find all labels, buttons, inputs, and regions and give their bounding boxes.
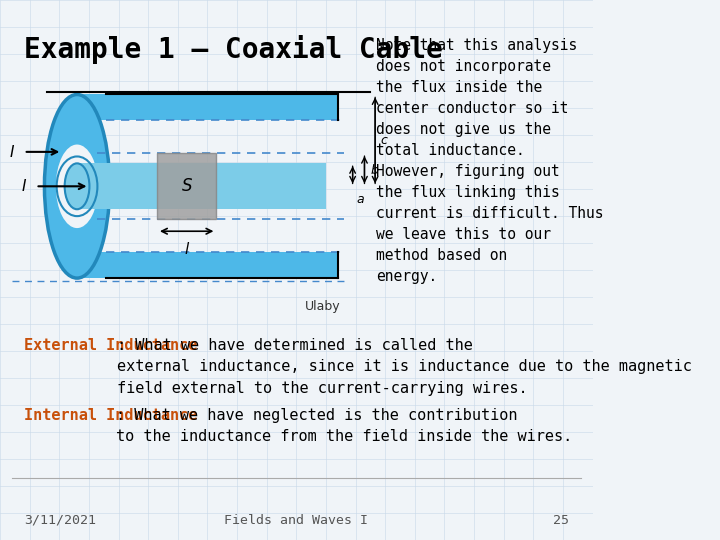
Ellipse shape [45, 94, 109, 278]
Text: $a$: $a$ [356, 193, 364, 206]
Polygon shape [77, 163, 326, 209]
Text: Internal Inductance: Internal Inductance [24, 408, 197, 423]
Text: 25: 25 [553, 514, 569, 526]
Text: $S$: $S$ [181, 177, 193, 195]
Text: $c$: $c$ [380, 134, 389, 147]
Text: Note that this analysis
does not incorporate
the flux inside the
center conducto: Note that this analysis does not incorpo… [377, 38, 604, 284]
Ellipse shape [65, 163, 89, 209]
Text: $l$: $l$ [184, 241, 190, 257]
Text: $I$: $I$ [21, 178, 27, 194]
Text: 3/11/2021: 3/11/2021 [24, 514, 96, 526]
Text: External Inductance: External Inductance [24, 338, 197, 353]
Text: : What we have determined is called the
external inductance, since it is inducta: : What we have determined is called the … [117, 338, 692, 396]
Polygon shape [77, 94, 338, 120]
Polygon shape [77, 252, 338, 278]
Text: $b$: $b$ [370, 163, 379, 177]
Text: : What we have neglected is the contribution
to the inductance from the field in: : What we have neglected is the contribu… [116, 408, 572, 444]
Text: Fields and Waves I: Fields and Waves I [225, 514, 369, 526]
Text: $I$: $I$ [9, 144, 15, 160]
Ellipse shape [56, 145, 98, 228]
Bar [157, 153, 216, 219]
Text: Example 1 – Coaxial Cable: Example 1 – Coaxial Cable [24, 35, 443, 64]
Text: Ulaby: Ulaby [305, 300, 341, 313]
